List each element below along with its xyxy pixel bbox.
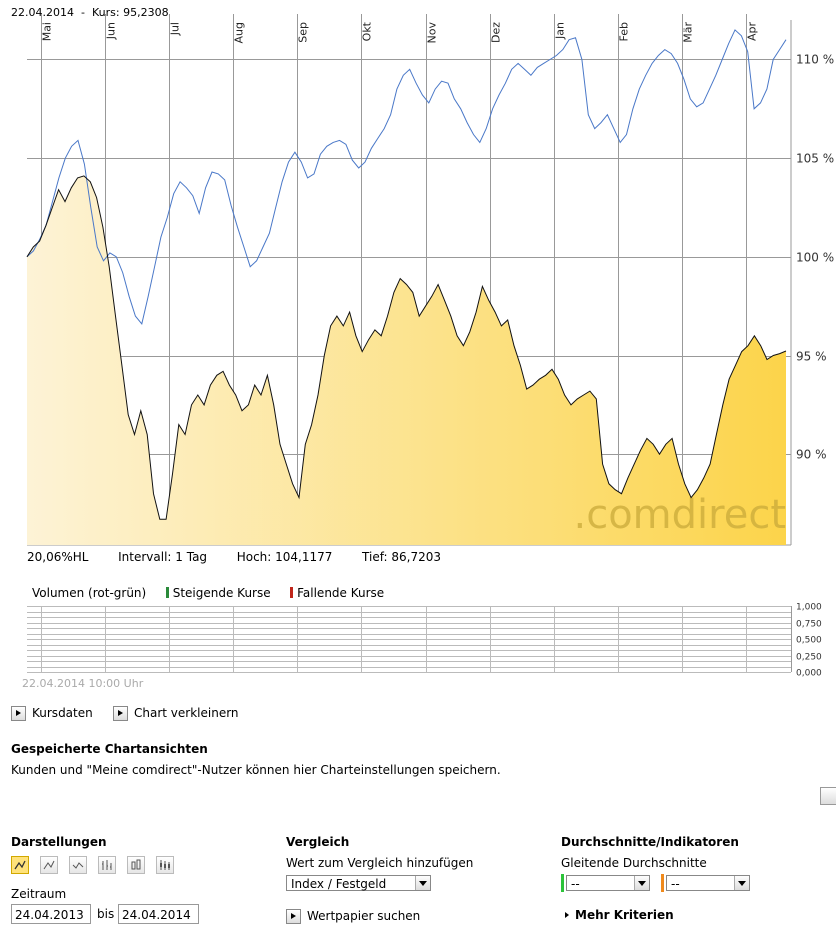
- vergleich-select-value: Index / Festgeld: [291, 877, 387, 891]
- rising-swatch: [165, 587, 169, 598]
- triangle-right-icon: [565, 912, 569, 918]
- line-chart-icon[interactable]: [11, 856, 29, 874]
- price-area: [27, 175, 786, 545]
- volume-y-labels: 1,000 0,750 0,500 0,250 0,000: [796, 603, 822, 679]
- kursdaten-label: Kursdaten: [32, 706, 93, 720]
- vergleich-subtitle: Wert zum Vergleich hinzufügen: [286, 856, 474, 870]
- kurs-value: 95,2308: [123, 6, 169, 19]
- ma1-select[interactable]: --: [566, 875, 650, 891]
- x-tick-label: Mär: [682, 22, 695, 43]
- rising-label: Steigende Kurse: [172, 586, 271, 600]
- y-tick-label: 110 %: [796, 53, 834, 67]
- x-tick-label: Sep: [297, 22, 310, 43]
- ma1-color-swatch: [561, 874, 564, 892]
- x-tick-label: Apr: [746, 22, 759, 42]
- kurs-label: Kurs:: [91, 6, 120, 19]
- x-tick-label: Feb: [618, 22, 631, 41]
- y-tick-label: 90 %: [796, 448, 827, 462]
- date-to-input[interactable]: 24.04.2014: [118, 904, 199, 924]
- comdirect-watermark: .comdirect: [574, 492, 787, 538]
- x-tick-label: Nov: [426, 22, 439, 44]
- chart-stats: 20,06%HL Intervall: 1 Tag Hoch: 104,1177…: [27, 550, 441, 564]
- y-axis-labels: 90 % 95 % 100 % 105 % 110 %: [796, 53, 834, 462]
- candlestick-icon[interactable]: [156, 856, 174, 874]
- play-arrow-icon: [113, 706, 128, 721]
- x-axis-labels: Mai Jun Jul Aug Sep Okt Nov Dez Jan Feb Mär Apr: [41, 21, 759, 43]
- y-tick-label: 105 %: [796, 152, 834, 166]
- x-tick-label: Dez: [490, 22, 503, 43]
- volume-tick-label: 1,000: [796, 603, 822, 613]
- vergleich-title: Vergleich: [286, 835, 350, 849]
- y-tick-label: 100 %: [796, 251, 834, 265]
- price-chart[interactable]: .comdirect 90 % 95 % 100 % 105 % 110 % Mai Ju…: [0, 0, 836, 690]
- indikatoren-subtitle: Gleitende Durchschnitte: [561, 856, 707, 870]
- falling-label: Fallende Kurse: [297, 586, 385, 600]
- saved-views-text: Kunden und "Meine comdirect"-Nutzer könn…: [11, 763, 501, 777]
- vergleich-select[interactable]: Index / Festgeld: [286, 875, 431, 891]
- ma2-color-swatch: [661, 874, 664, 892]
- ma2-select-value: --: [671, 877, 680, 891]
- indikatoren-title: Durchschnitte/Indikatoren: [561, 835, 739, 849]
- bis-label: bis: [97, 907, 115, 921]
- mehr-kriterien-link[interactable]: Mehr Kriterien: [565, 908, 674, 922]
- volume-title: Volumen (rot-grün): [32, 586, 147, 600]
- wertpapier-suchen-label: Wertpapier suchen: [307, 909, 421, 923]
- kursdaten-button[interactable]: Kursdaten: [11, 706, 93, 721]
- stat-tief: Tief: 86,7203: [362, 550, 442, 564]
- chart-verkleinern-button[interactable]: Chart verkleinern: [113, 706, 239, 721]
- volume-tick-label: 0,250: [796, 653, 822, 663]
- chevron-down-icon: [734, 876, 749, 890]
- save-view-button[interactable]: [820, 787, 836, 805]
- x-tick-label: Jan: [554, 22, 567, 40]
- ohlc-chart-icon[interactable]: [98, 856, 116, 874]
- volume-tick-label: 0,000: [796, 669, 822, 679]
- x-tick-label: Mai: [41, 22, 54, 41]
- x-tick-label: Jun: [105, 22, 118, 40]
- line-chart-alt-icon[interactable]: [40, 856, 58, 874]
- chevron-down-icon: [415, 876, 430, 890]
- stat-hoch: Hoch: 104,1177: [236, 550, 333, 564]
- play-arrow-icon: [11, 706, 26, 721]
- bar-chart-icon[interactable]: [127, 856, 145, 874]
- falling-swatch: [290, 587, 294, 598]
- volume-tick-label: 0,750: [796, 620, 822, 630]
- stat-intervall: Intervall: 1 Tag: [118, 550, 208, 564]
- mountain-chart-icon[interactable]: [69, 856, 87, 874]
- ma1-select-value: --: [571, 877, 580, 891]
- volume-grid: [27, 606, 792, 673]
- verkleinern-label: Chart verkleinern: [134, 706, 239, 720]
- x-tick-label: Aug: [233, 22, 246, 43]
- play-arrow-icon: [286, 909, 301, 924]
- ma2-select[interactable]: --: [666, 875, 750, 891]
- x-tick-label: Okt: [361, 21, 374, 41]
- zeitraum-label: Zeitraum: [11, 887, 67, 901]
- x-tick-label: Jul: [169, 22, 182, 36]
- price-series-line: [26, 175, 787, 520]
- chart-header: 22.04.2014 - Kurs: 95,2308: [11, 6, 169, 19]
- header-date: 22.04.2014: [11, 6, 74, 19]
- chevron-down-icon: [634, 876, 649, 890]
- mehr-kriterien-label: Mehr Kriterien: [575, 908, 674, 922]
- volume-timestamp: 22.04.2014 10:00 Uhr: [22, 677, 144, 690]
- saved-views-title: Gespeicherte Chartansichten: [11, 742, 208, 756]
- date-from-input[interactable]: 24.04.2013: [11, 904, 91, 924]
- volume-legend: Volumen (rot-grün) Steigende Kurse Falle…: [32, 586, 384, 600]
- volume-tick-label: 0,500: [796, 636, 822, 646]
- compare-series-line: [26, 29, 787, 326]
- header-separator: -: [80, 6, 85, 19]
- darstellungen-title: Darstellungen: [11, 835, 107, 849]
- stat-hl: 20,06%HL: [27, 550, 89, 564]
- wertpapier-suchen-button[interactable]: Wertpapier suchen: [286, 909, 420, 924]
- y-tick-label: 95 %: [796, 350, 827, 364]
